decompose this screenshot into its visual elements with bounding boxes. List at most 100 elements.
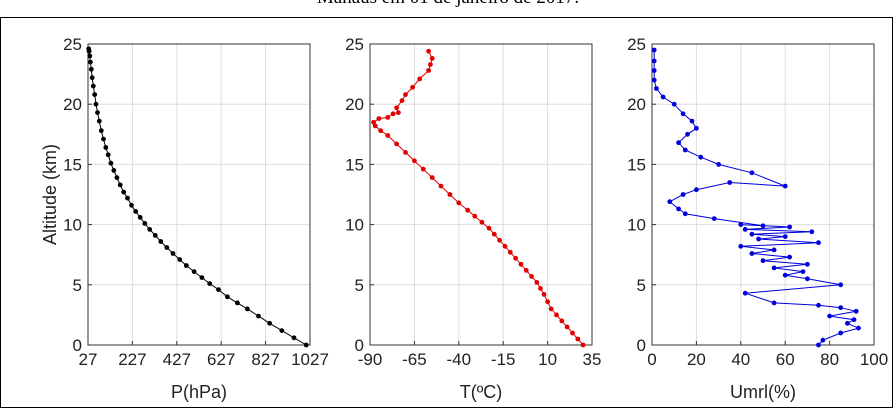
pressure-data-point <box>279 328 285 333</box>
pressure-data-point <box>216 287 221 292</box>
temperature-data-point <box>554 312 559 318</box>
pressure-data-point <box>129 202 134 208</box>
temperature-data-point <box>428 62 433 67</box>
humidity-xtick-label: 20 <box>687 350 706 369</box>
humidity-data-point <box>738 222 744 228</box>
pressure-data-point <box>256 313 261 319</box>
humidity-ytick-label: 15 <box>627 155 646 174</box>
pressure-data-point <box>303 342 309 348</box>
pressure-data-point <box>86 46 92 52</box>
humidity-data-point <box>698 154 704 160</box>
pressure-data-point <box>108 160 114 166</box>
humidity-data-point <box>716 162 721 167</box>
temperature-data-point <box>564 324 570 330</box>
pressure-data-point <box>191 269 197 274</box>
temperature-data-point <box>456 200 462 206</box>
humidity-data-point <box>827 313 832 319</box>
temperature-data-point <box>420 166 426 172</box>
temperature-xtick-label: -40 <box>447 350 472 369</box>
humidity-data-point <box>800 269 806 274</box>
temperature-data-point <box>403 150 408 155</box>
temperature-data-point <box>438 183 444 189</box>
humidity-data-point <box>771 265 777 271</box>
pressure-data-point <box>89 75 95 81</box>
temperature-xtick-label: 35 <box>583 350 602 369</box>
humidity-data-point <box>760 258 766 264</box>
pressure-xtick-label: 227 <box>118 350 146 369</box>
temperature-xtick-label: -65 <box>402 350 427 369</box>
temperature-xtick-label: -15 <box>491 350 516 369</box>
humidity-data-point <box>845 320 850 326</box>
pressure-data-point <box>147 227 153 232</box>
temperature-data-point <box>570 330 575 336</box>
humidity-ytick-label: 5 <box>637 276 646 295</box>
humidity-data-point <box>651 77 657 83</box>
temperature-ytick-label: 10 <box>345 216 364 235</box>
pressure-data-point <box>98 128 104 134</box>
temperature-data-point <box>376 116 382 121</box>
temperature-data-point <box>529 274 534 279</box>
humidity-data-point <box>660 94 666 100</box>
humidity-xtick-label: 0 <box>647 350 656 369</box>
humidity-data-point <box>671 101 677 107</box>
humidity-data-point <box>654 86 659 91</box>
humidity-data-point <box>853 308 859 314</box>
pressure-data-point <box>235 300 240 306</box>
pressure-ytick-label: 10 <box>63 216 82 235</box>
pressure-data-point <box>117 182 123 188</box>
temperature-data-point <box>394 141 399 147</box>
pressure-data-point <box>170 251 176 256</box>
humidity-data-point <box>651 58 657 64</box>
pressure-data-point <box>101 136 106 142</box>
humidity-xlabel: Umrl(%) <box>730 382 796 402</box>
humidity-xtick-label: 40 <box>731 350 750 369</box>
humidity-data-point <box>820 337 826 343</box>
pressure-data-point <box>125 195 130 201</box>
pressure-data-point <box>137 215 143 220</box>
humidity-data-point <box>816 240 821 246</box>
humidity-data-point <box>756 236 761 242</box>
temperature-data-point <box>507 249 513 255</box>
temperature-data-point <box>465 207 471 213</box>
pressure-data-point <box>177 257 183 262</box>
temperature-data-point <box>545 299 550 305</box>
humidity-ytick-label: 10 <box>627 216 646 235</box>
humidity-data-point <box>749 251 755 256</box>
temperature-data-point <box>518 261 524 267</box>
humidity-data-point <box>685 131 690 137</box>
temperature-data-point <box>541 292 547 297</box>
temperature-data-point <box>523 268 529 273</box>
pressure-axes-box <box>87 43 311 346</box>
temperature-data-point <box>534 280 540 285</box>
humidity-data-point <box>787 224 792 230</box>
pressure-data-point <box>87 53 93 59</box>
pressure-ytick-label: 15 <box>63 155 82 174</box>
humidity-data-point <box>809 229 815 235</box>
temperature-data-point <box>429 56 435 61</box>
humidity-data-point <box>838 282 844 288</box>
temperature-ytick-label: 0 <box>355 336 364 355</box>
temperature-data-point <box>396 110 401 115</box>
pressure-data-point <box>88 66 94 72</box>
figure-caption: Manaus em 01 de janeiro de 2017. <box>0 0 896 9</box>
humidity-ytick-label: 0 <box>637 336 646 355</box>
pressure-data-point <box>291 335 297 341</box>
temperature-data-point <box>394 105 399 111</box>
humidity-data-point <box>682 147 688 153</box>
pressure-data-point <box>245 306 250 312</box>
temperature-data-point <box>575 336 581 342</box>
pressure-data-point <box>114 175 120 181</box>
pressure-xlabel: P(hPa) <box>171 382 227 402</box>
humidity-data-point <box>694 125 699 131</box>
pressure-data-point <box>95 110 100 115</box>
temperature-data-point <box>403 92 408 97</box>
temperature-data-point <box>372 123 378 129</box>
humidity-data-point <box>742 290 748 296</box>
temperature-ytick-label: 20 <box>345 95 364 114</box>
temperature-data-point <box>538 286 543 291</box>
humidity-data-point <box>787 254 792 260</box>
pressure-xtick-label: 27 <box>79 350 98 369</box>
pressure-xtick-label: 627 <box>207 350 235 369</box>
temperature-xtick-label: 10 <box>538 350 557 369</box>
pressure-data-point <box>142 221 148 226</box>
